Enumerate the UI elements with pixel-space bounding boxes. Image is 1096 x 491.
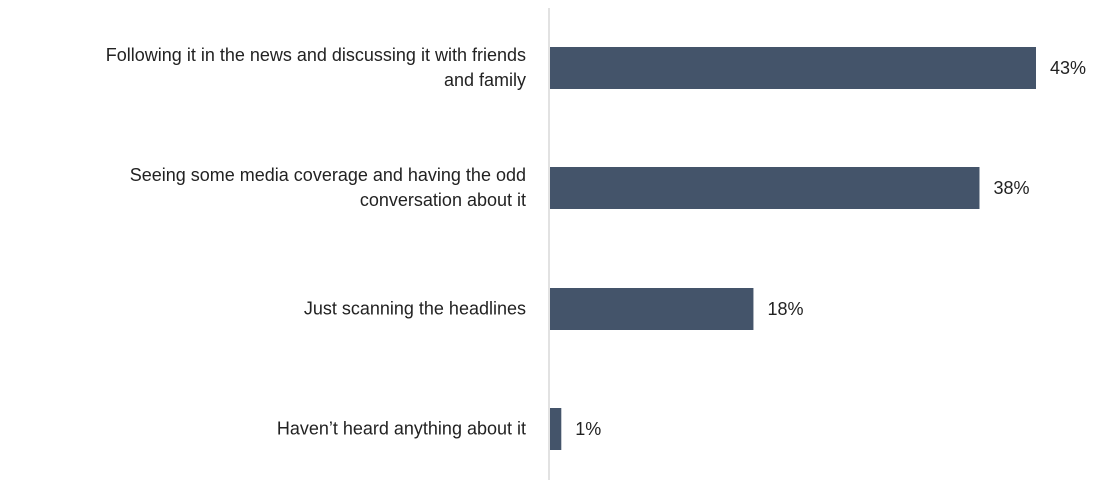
category-label-line: conversation about it [359, 190, 526, 210]
category-label-line: Seeing some media coverage and having th… [129, 165, 526, 185]
category-label-1: Following it in the news and discussing … [0, 43, 526, 93]
data-label-4: 1% [575, 419, 601, 439]
data-label-1: 43% [1050, 58, 1086, 78]
category-label-line: Just scanning the headlines [303, 298, 526, 319]
category-label-line: and family [443, 70, 526, 90]
category-label-line: Following it in the news and discussing … [105, 45, 526, 65]
category-label-3: Just scanning the headlines [0, 297, 526, 322]
category-label-2: Seeing some media coverage and having th… [0, 163, 526, 213]
bar-2 [550, 167, 980, 209]
bar-1 [550, 47, 1036, 89]
bar-4 [550, 408, 562, 450]
data-label-3: 18% [767, 299, 803, 319]
bar-3 [550, 288, 754, 330]
data-label-2: 38% [993, 178, 1029, 198]
category-label-4: Haven’t heard anything about it [0, 417, 526, 442]
category-label-line: Haven’t heard anything about it [276, 418, 526, 439]
